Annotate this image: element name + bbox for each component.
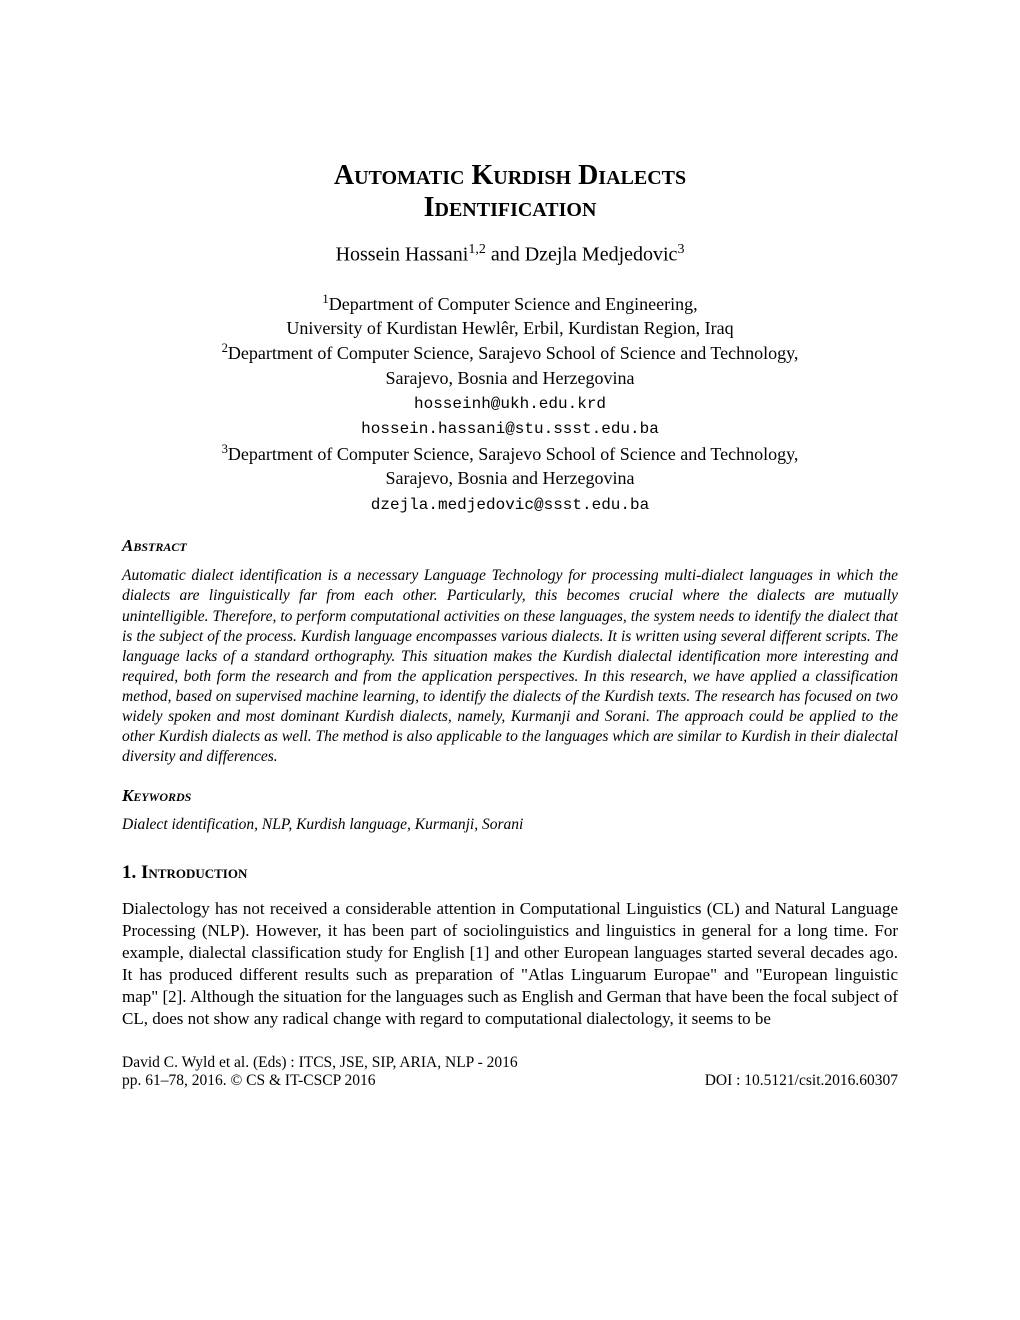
title-line-1: Automatic Kurdish Dialects bbox=[334, 160, 686, 191]
footer-line-1: David C. Wyld et al. (Eds) : ITCS, JSE, … bbox=[122, 1054, 898, 1072]
authors-line: Hossein Hassani1,2 and Dzejla Medjedovic… bbox=[122, 242, 898, 267]
footer-left: pp. 61–78, 2016. © CS & IT-CSCP 2016 bbox=[122, 1072, 376, 1090]
keywords-label: Keywords bbox=[122, 786, 898, 806]
abstract-text: Automatic dialect identification is a ne… bbox=[122, 566, 898, 767]
title-line-2: Identification bbox=[424, 192, 597, 223]
aff-2-line-2: Sarajevo, Bosnia and Herzegovina bbox=[386, 368, 635, 388]
footer-right: DOI : 10.5121/csit.2016.60307 bbox=[705, 1072, 898, 1090]
paper-title: Automatic Kurdish Dialects Identificatio… bbox=[122, 160, 898, 224]
email-1: hosseinh@ukh.edu.krd bbox=[414, 395, 606, 413]
author-1: Hossein Hassani bbox=[336, 244, 469, 266]
keywords-text: Dialect identification, NLP, Kurdish lan… bbox=[122, 816, 898, 834]
footer-line-2: pp. 61–78, 2016. © CS & IT-CSCP 2016 DOI… bbox=[122, 1072, 898, 1090]
section-1-text: Dialectology has not received a consider… bbox=[122, 898, 898, 1031]
aff-3-line-2: Sarajevo, Bosnia and Herzegovina bbox=[386, 468, 635, 488]
author-conjunction: and bbox=[486, 244, 525, 266]
aff-2-line-1: Department of Computer Science, Sarajevo… bbox=[228, 343, 799, 363]
email-2: hossein.hassani@stu.ssst.edu.ba bbox=[361, 420, 659, 438]
author-2: Dzejla Medjedovic bbox=[525, 244, 678, 266]
footer-block: David C. Wyld et al. (Eds) : ITCS, JSE, … bbox=[122, 1054, 898, 1090]
affiliations-block: 1Department of Computer Science and Engi… bbox=[122, 291, 898, 517]
aff-1-line-2: University of Kurdistan Hewlêr, Erbil, K… bbox=[286, 318, 733, 338]
aff-3-line-1: Department of Computer Science, Sarajevo… bbox=[228, 444, 799, 464]
abstract-label: Abstract bbox=[122, 536, 898, 556]
paper-page: Automatic Kurdish Dialects Identificatio… bbox=[0, 0, 1020, 1170]
aff-1-line-1: Department of Computer Science and Engin… bbox=[329, 294, 698, 314]
author-2-sup: 3 bbox=[677, 242, 684, 257]
section-1-heading: 1. Introduction bbox=[122, 862, 898, 884]
author-1-sup: 1,2 bbox=[468, 242, 486, 257]
email-3: dzejla.medjedovic@ssst.edu.ba bbox=[371, 496, 649, 514]
